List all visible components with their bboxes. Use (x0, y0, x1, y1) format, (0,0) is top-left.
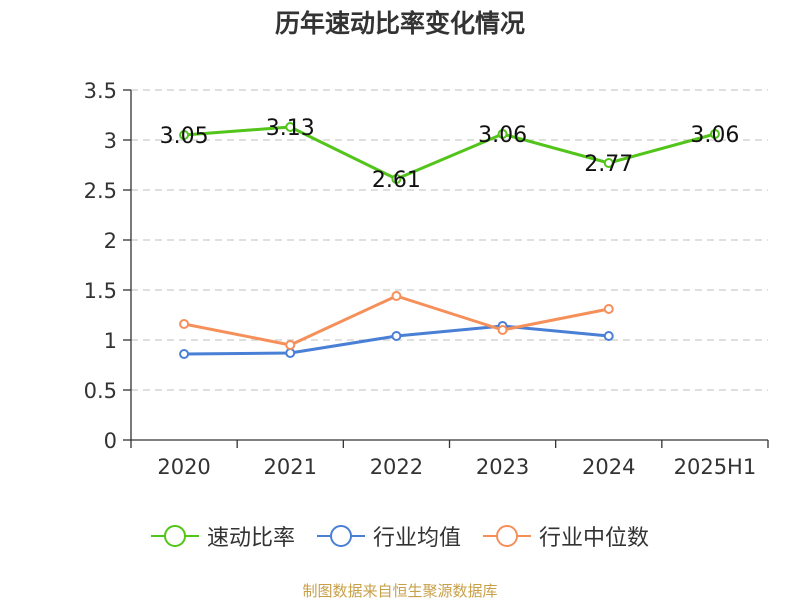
data-point (391, 174, 402, 184)
data-point (179, 319, 190, 329)
legend-symbol-quick-ratio (150, 525, 199, 547)
y-tick-label: 2 (104, 229, 117, 253)
y-tick-label: 1 (104, 329, 117, 353)
legend-item-quick-ratio[interactable]: 速动比率 (150, 520, 295, 552)
y-tick-label: 0 (104, 429, 117, 453)
x-tick-label: 2022 (370, 455, 423, 479)
data-point (497, 325, 508, 335)
data-point (285, 340, 296, 350)
legend-label-industry-mean: 行业均值 (372, 526, 461, 551)
y-tick-label: 3.5 (84, 79, 117, 103)
legend-label-industry-median: 行业中位数 (539, 526, 650, 551)
data-point (603, 331, 614, 341)
legend-label-quick-ratio: 速动比率 (206, 526, 295, 551)
data-label: 3.06 (690, 123, 739, 148)
x-tick-label: 2020 (157, 455, 210, 479)
x-tick-label: 2023 (476, 455, 529, 479)
data-point (603, 158, 614, 168)
data-label: 2.61 (372, 168, 421, 193)
data-point (497, 129, 508, 139)
legend-symbol-industry-mean (316, 525, 365, 547)
data-point (391, 331, 402, 341)
chart-legend: 速动比率 行业均值 行业中位数 (0, 520, 800, 552)
data-source-note: 制图数据来自恒生聚源数据库 (302, 582, 498, 600)
data-point (603, 304, 614, 314)
data-point (709, 129, 720, 139)
data-point (391, 291, 402, 301)
data-point (285, 122, 296, 132)
data-point (285, 348, 296, 358)
y-tick-label: 3 (104, 129, 117, 153)
legend-item-industry-mean[interactable]: 行业均值 (316, 520, 461, 552)
x-tick-label: 2024 (582, 455, 635, 479)
data-label: 3.06 (478, 123, 527, 148)
data-label: 2.77 (584, 152, 633, 177)
line-chart: 0 0.5 1 1.5 2 2.5 3 3.5 2020 2021 2022 2023 2024 2025… (84, 79, 769, 479)
y-tick-label: 0.5 (84, 379, 117, 403)
legend-symbol-industry-median (483, 525, 531, 547)
y-tick-label: 1.5 (84, 279, 117, 303)
chart-title: 历年速动比率变化情况 (274, 9, 525, 38)
x-tick-label: 2025H1 (674, 455, 757, 479)
series-line (183, 125, 716, 181)
data-label: 3.05 (160, 124, 209, 149)
x-tick-label: 2021 (264, 455, 317, 479)
data-point (179, 130, 190, 140)
data-point (179, 349, 190, 359)
legend-item-industry-median[interactable]: 行业中位数 (483, 520, 649, 552)
data-label: 3.13 (266, 116, 315, 141)
y-tick-label: 2.5 (84, 179, 117, 203)
